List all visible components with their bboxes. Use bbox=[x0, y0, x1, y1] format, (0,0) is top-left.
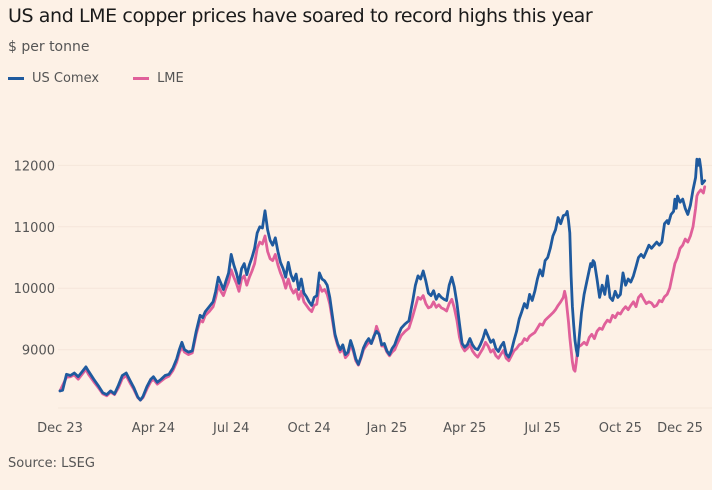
x-tick-label: Apr 24 bbox=[132, 421, 175, 436]
series-line-lme bbox=[58, 185, 707, 402]
chart-title: US and LME copper prices have soared to … bbox=[8, 5, 593, 27]
y-axis-unit-label: $ per tonne bbox=[8, 39, 90, 55]
y-tick-label: 12000 bbox=[14, 159, 55, 174]
x-tick-label: Dec 23 bbox=[37, 421, 83, 436]
legend-label-lme: LME bbox=[157, 71, 184, 86]
x-tick-label: Oct 25 bbox=[599, 421, 642, 436]
gridlines bbox=[58, 164, 712, 409]
y-axis-labels: 9000 10000 11000 12000 bbox=[14, 159, 55, 358]
x-tick-label: Jan 25 bbox=[366, 421, 408, 436]
legend-swatch-lme bbox=[133, 77, 150, 80]
legend-label-us-comex: US Comex bbox=[32, 71, 100, 86]
y-tick-label: 10000 bbox=[14, 282, 55, 297]
series-line-us-comex bbox=[58, 157, 707, 402]
source-note: Source: LSEG bbox=[8, 456, 95, 471]
legend-item-lme: LME bbox=[133, 71, 184, 86]
series-lines bbox=[58, 157, 707, 402]
x-axis-labels: Dec 23 Apr 24 Jul 24 Oct 24 Jan 25 Apr 25 Jul … bbox=[37, 421, 703, 436]
y-tick-label: 9000 bbox=[22, 344, 55, 359]
y-tick-label: 11000 bbox=[14, 221, 55, 236]
legend: US Comex LME bbox=[8, 71, 218, 86]
x-tick-label: Dec 25 bbox=[657, 421, 703, 436]
legend-swatch-us-comex bbox=[8, 77, 24, 80]
legend-item-us-comex: US Comex bbox=[8, 71, 99, 86]
x-tick-label: Oct 24 bbox=[287, 421, 330, 436]
x-tick-label: Apr 25 bbox=[443, 421, 486, 436]
x-tick-label: Jul 24 bbox=[212, 421, 249, 436]
x-tick-label: Jul 25 bbox=[523, 421, 560, 436]
